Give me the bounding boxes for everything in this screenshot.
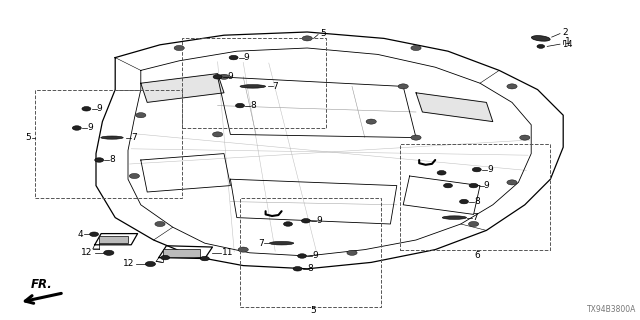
Circle shape	[411, 45, 421, 51]
Circle shape	[520, 135, 530, 140]
Circle shape	[469, 183, 478, 188]
Text: 9: 9	[312, 252, 318, 260]
Circle shape	[301, 219, 310, 223]
Circle shape	[145, 261, 156, 267]
Circle shape	[472, 167, 481, 172]
Circle shape	[90, 232, 99, 236]
Circle shape	[398, 84, 408, 89]
Text: 8: 8	[308, 264, 314, 273]
Text: 4: 4	[77, 230, 83, 239]
Text: 12: 12	[123, 260, 134, 268]
Circle shape	[129, 173, 140, 179]
Circle shape	[95, 158, 104, 162]
Circle shape	[460, 199, 468, 204]
Ellipse shape	[531, 36, 550, 41]
Ellipse shape	[442, 216, 467, 220]
Text: 9: 9	[97, 104, 102, 113]
Text: 7: 7	[258, 239, 264, 248]
Circle shape	[155, 221, 165, 227]
Circle shape	[444, 183, 452, 188]
Circle shape	[238, 247, 248, 252]
Polygon shape	[416, 93, 493, 122]
Text: 14: 14	[562, 40, 572, 49]
Text: 5: 5	[25, 133, 31, 142]
Text: FR.: FR.	[31, 277, 52, 291]
Circle shape	[72, 126, 81, 130]
Text: 6: 6	[474, 252, 479, 260]
Text: 8: 8	[109, 156, 115, 164]
Circle shape	[284, 222, 292, 226]
Ellipse shape	[240, 84, 266, 88]
Circle shape	[213, 75, 222, 79]
Ellipse shape	[269, 241, 294, 245]
Circle shape	[161, 255, 170, 260]
Circle shape	[82, 107, 91, 111]
Text: 5: 5	[311, 306, 316, 315]
Text: 9: 9	[244, 53, 250, 62]
Text: 9: 9	[87, 124, 93, 132]
Bar	[182, 38, 326, 128]
Text: 7: 7	[131, 133, 137, 142]
Circle shape	[229, 55, 238, 60]
Circle shape	[468, 221, 479, 227]
Circle shape	[136, 113, 146, 118]
Circle shape	[174, 45, 184, 51]
Bar	[35, 90, 182, 198]
Bar	[400, 144, 550, 250]
Circle shape	[104, 250, 114, 255]
Text: 1: 1	[565, 37, 571, 46]
Text: 7: 7	[273, 82, 278, 91]
Bar	[163, 249, 200, 257]
Text: 11: 11	[222, 248, 234, 257]
Ellipse shape	[101, 136, 123, 139]
Circle shape	[212, 132, 223, 137]
Text: TX94B3800A: TX94B3800A	[588, 305, 637, 314]
Text: 9: 9	[487, 165, 493, 174]
Text: 2: 2	[562, 28, 568, 37]
Bar	[99, 236, 128, 243]
Circle shape	[200, 256, 209, 261]
Circle shape	[293, 267, 302, 271]
Circle shape	[236, 103, 244, 108]
Circle shape	[507, 180, 517, 185]
Circle shape	[411, 135, 421, 140]
Text: 5: 5	[320, 29, 326, 38]
Text: 12: 12	[81, 248, 93, 257]
Circle shape	[437, 171, 446, 175]
Polygon shape	[141, 74, 224, 102]
Text: 7: 7	[472, 213, 478, 222]
Circle shape	[347, 250, 357, 255]
Circle shape	[507, 84, 517, 89]
Text: 9: 9	[316, 216, 322, 225]
Circle shape	[537, 44, 545, 48]
Circle shape	[302, 36, 312, 41]
Text: 8: 8	[250, 101, 256, 110]
Circle shape	[219, 74, 229, 79]
Circle shape	[298, 254, 307, 258]
Bar	[240, 198, 381, 307]
Circle shape	[366, 119, 376, 124]
Text: 9: 9	[228, 72, 234, 81]
Text: 9: 9	[484, 181, 490, 190]
Text: 8: 8	[474, 197, 480, 206]
